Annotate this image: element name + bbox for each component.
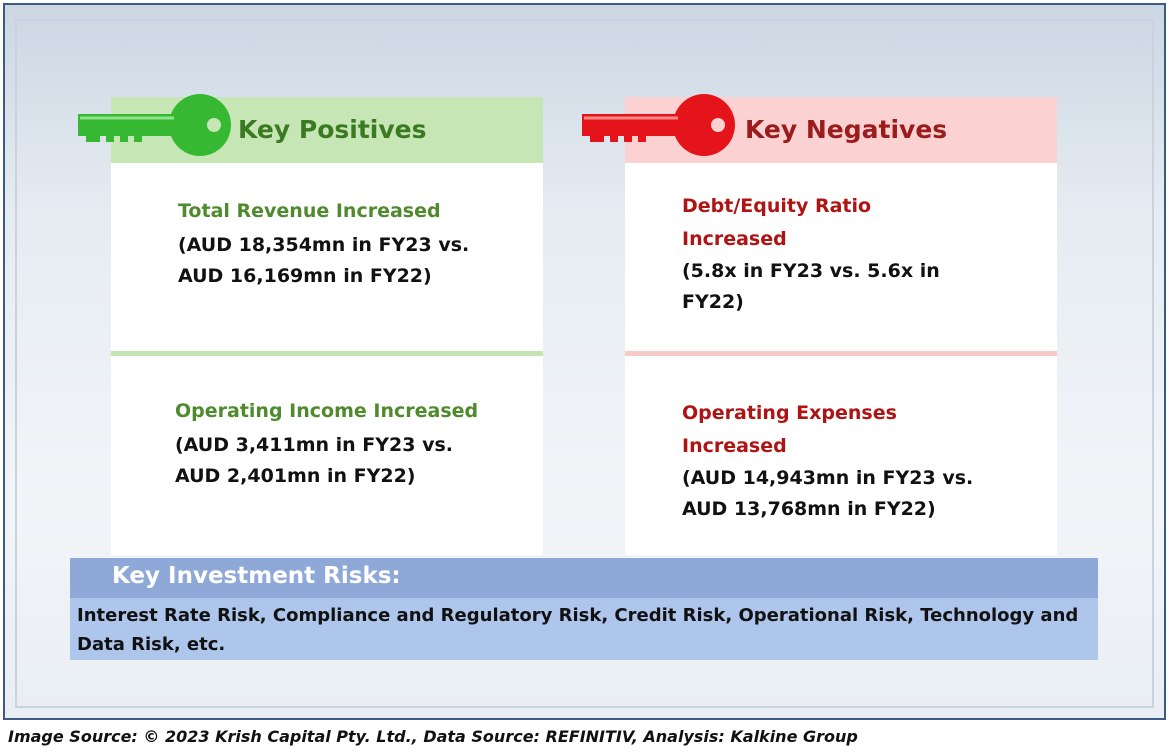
negatives-title: Key Negatives (745, 115, 948, 144)
body-line: AUD 13,768mn in FY22) (682, 498, 936, 520)
body-line: FY22) (682, 291, 744, 313)
positives-card (111, 97, 543, 555)
green-key-icon (78, 94, 231, 156)
positive-item-2-body: (AUD 3,411mn in FY23 vs. AUD 2,401mn in … (175, 430, 453, 492)
negatives-divider (625, 351, 1057, 356)
negative-item-2-title: Operating Expenses Increased (682, 397, 897, 463)
inner-border (15, 19, 1154, 708)
negative-item-1-body: (5.8x in FY23 vs. 5.6x in FY22) (682, 256, 940, 318)
body-line: (AUD 14,943mn in FY23 vs. (682, 467, 974, 489)
positive-item-1-body: (AUD 18,354mn in FY23 vs. AUD 16,169mn i… (178, 230, 469, 292)
body-line: (5.8x in FY23 vs. 5.6x in (682, 260, 940, 282)
negative-item-2-body: (AUD 14,943mn in FY23 vs. AUD 13,768mn i… (682, 463, 973, 525)
positive-item-1-title: Total Revenue Increased (178, 200, 441, 222)
risks-text: Interest Rate Risk, Compliance and Regul… (77, 605, 1079, 655)
source-footer: Image Source: © 2023 Krish Capital Pty. … (8, 727, 858, 746)
body-line: (AUD 18,354mn in FY23 vs. (178, 234, 470, 256)
red-key-icon (582, 94, 735, 156)
body-line: AUD 2,401mn in FY22) (175, 465, 416, 487)
negative-item-1-title: Debt/Equity Ratio Increased (682, 190, 871, 256)
positive-item-2-title: Operating Income Increased (175, 400, 479, 422)
risks-title: Key Investment Risks: (112, 563, 401, 589)
risks-body: Interest Rate Risk, Compliance and Regul… (70, 598, 1098, 660)
body-line: AUD 16,169mn in FY22) (178, 265, 432, 287)
title-line: Increased (682, 435, 787, 457)
title-line: Operating Expenses (682, 402, 897, 424)
title-line: Increased (682, 228, 787, 250)
body-line: (AUD 3,411mn in FY23 vs. (175, 434, 454, 456)
positives-title: Key Positives (238, 115, 427, 144)
risks-header: Key Investment Risks: (70, 558, 1098, 598)
negatives-card (625, 97, 1057, 555)
title-line: Debt/Equity Ratio (682, 195, 872, 217)
positives-divider (111, 351, 543, 356)
